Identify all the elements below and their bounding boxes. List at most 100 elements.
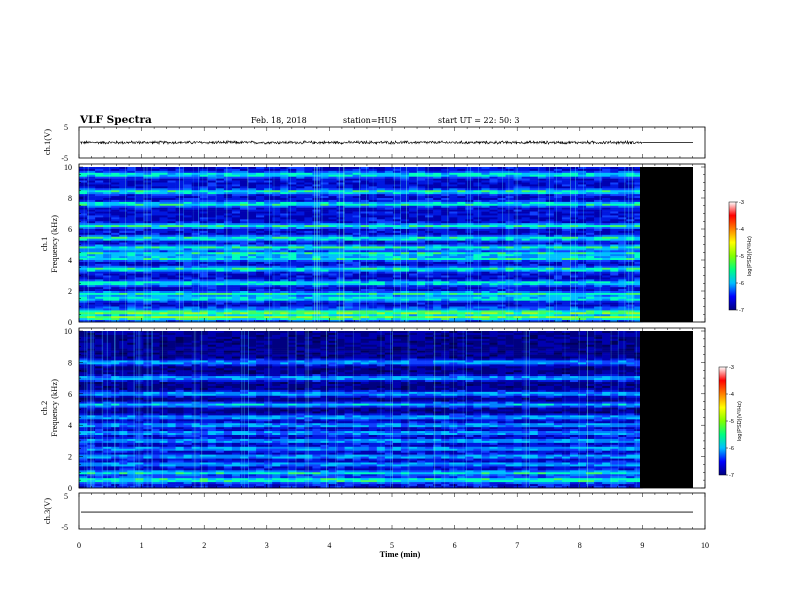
spectrogram-cell: [561, 196, 571, 199]
spectrogram-cell: [384, 213, 394, 216]
spectrogram-cell: [449, 292, 458, 296]
spectrogram-cell: [167, 168, 176, 172]
spectrogram-cell: [578, 242, 587, 245]
spectrogram-cell: [352, 170, 361, 174]
spectrogram-cell: [433, 236, 442, 239]
spectrogram-cell: [280, 269, 289, 272]
spectrogram-cell: [634, 172, 643, 176]
spectrogram-cell: [594, 271, 603, 274]
spectrogram-cell: [408, 246, 418, 249]
spectrogram-cell: [465, 227, 474, 230]
spectrogram-cell: [272, 227, 281, 230]
spectrogram-cell: [239, 199, 249, 203]
spectrogram-cell: [553, 180, 563, 183]
spectrogram-cell: [610, 240, 619, 243]
spectrogram-cell: [304, 176, 313, 179]
spectrogram-cell: [127, 227, 136, 230]
spectrogram-cell: [119, 279, 128, 282]
spectrogram-cell: [103, 292, 112, 296]
spectrogram-cell: [272, 170, 281, 174]
spectrogram-cell: [207, 190, 217, 193]
spectrogram-cell: [602, 260, 611, 263]
spectrogram-cell: [505, 296, 514, 300]
spectrogram-cell: [223, 254, 233, 257]
spectrogram-cell: [537, 192, 547, 195]
spectrogram-cell: [199, 194, 209, 197]
spectrogram-cell: [586, 215, 595, 218]
spectrogram-cell: [368, 209, 378, 212]
spectrogram-cell: [231, 258, 241, 261]
spectrogram-cell: [529, 279, 539, 282]
spectrogram-cell: [626, 199, 635, 203]
spectrogram-cell: [481, 269, 490, 272]
spectrogram-cell: [473, 230, 482, 234]
spectrogram-cell: [167, 238, 176, 241]
spectrogram-cell: [537, 213, 547, 216]
spectrogram-cell: [215, 279, 225, 282]
spectrogram-cell: [344, 219, 353, 222]
spectrogram-cell: [634, 213, 643, 216]
figure-date: Feb. 18, 2018: [251, 116, 307, 125]
spectrogram-cell: [392, 227, 402, 230]
spectrogram-cell: [280, 298, 289, 301]
spectrogram-cell: [231, 254, 241, 257]
spectrogram-cell: [408, 248, 418, 251]
spectrogram-cell: [304, 298, 313, 301]
spectrogram-cell: [497, 221, 506, 224]
spectrogram-cell: [368, 229, 378, 232]
spectrogram-cell: [578, 261, 587, 265]
spectrogram-cell: [449, 294, 458, 298]
spectrogram-cell: [489, 283, 498, 286]
spectrogram-cell: [594, 225, 603, 228]
spectrogram-cell: [151, 199, 160, 203]
spectrogram-cell: [392, 194, 402, 197]
spectrogram-cell: [288, 250, 297, 253]
spectrogram-cell: [167, 287, 176, 290]
spectrogram-cell: [626, 263, 635, 267]
spectrogram-cell: [215, 258, 225, 261]
spectrogram-cell: [376, 207, 386, 210]
spectrogram-cell: [312, 242, 321, 245]
spectrogram-cell: [191, 244, 201, 247]
spectrogram-cell: [553, 279, 563, 282]
spectrogram-cell: [215, 167, 225, 170]
spectrogram-cell: [392, 269, 402, 272]
spectrogram-cell: [296, 260, 305, 263]
spectrogram-cell: [384, 199, 394, 203]
spectrogram-cell: [537, 234, 547, 238]
spectrogram-cell: [312, 287, 321, 290]
spectrogram-cell: [199, 279, 209, 282]
spectrogram-cell: [239, 298, 249, 301]
spectrogram-cell: [191, 294, 201, 298]
spectrogram-cell: [199, 281, 209, 284]
spectrogram-cell: [288, 269, 297, 272]
spectrogram-cell: [634, 261, 643, 265]
spectrogram-cell: [280, 188, 289, 191]
spectrogram-cell: [425, 199, 434, 203]
spectrogram-cell: [280, 174, 289, 177]
spectrogram-cell: [481, 254, 490, 257]
spectrogram-cell: [465, 196, 474, 199]
spectrogram-cell: [376, 184, 386, 187]
spectrogram-cell: [481, 289, 490, 292]
spectrogram-cell: [521, 263, 531, 267]
spectrogram-cell: [384, 261, 394, 265]
spectrogram-cell: [433, 238, 442, 241]
spectrogram-cell: [594, 198, 603, 201]
spectrogram-cell: [497, 283, 506, 286]
spectrogram-cell: [368, 260, 378, 263]
spectrogram-cell: [505, 254, 514, 257]
spectrogram-cell: [521, 182, 531, 185]
spectrogram-cell: [626, 178, 635, 181]
spectrogram-cell: [465, 221, 474, 224]
spectrogram-cell: [288, 265, 297, 269]
spectrogram-cell: [183, 188, 192, 191]
spectrogram-cell: [111, 211, 120, 214]
spectrogram-cell: [384, 215, 394, 218]
spectrogram-cell: [441, 199, 450, 203]
spectrogram-cell: [248, 269, 257, 272]
spectrogram-cell: [529, 209, 539, 212]
spectrogram-cell: [425, 258, 434, 261]
spectrogram-cell: [376, 225, 386, 228]
spectrogram-cell: [336, 174, 345, 177]
